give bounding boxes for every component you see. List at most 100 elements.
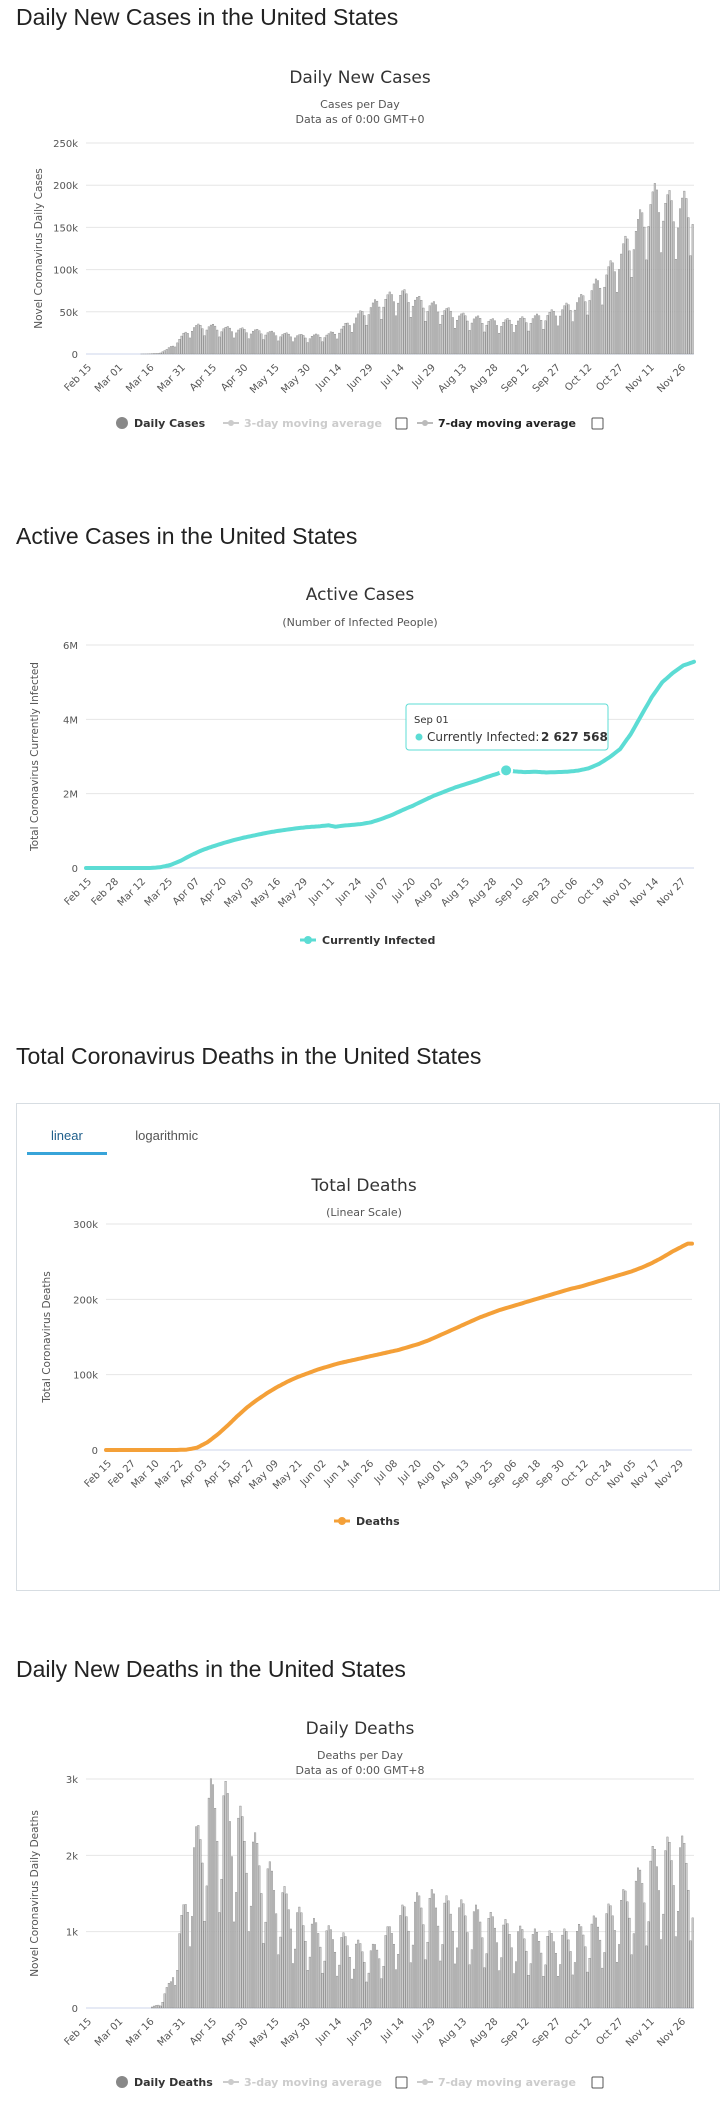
daily-bar	[620, 253, 623, 355]
daily-bar	[397, 1954, 400, 2009]
daily-bar	[681, 197, 684, 355]
daily-bar	[277, 1954, 280, 2009]
daily-bar	[643, 226, 646, 355]
daily-bar	[607, 266, 610, 355]
daily-bar	[691, 1917, 694, 2009]
series-line	[104, 1241, 694, 1452]
daily-bar	[331, 331, 334, 355]
daily-bar	[226, 326, 229, 355]
tab-linear[interactable]: linear	[27, 1120, 107, 1155]
daily-bar	[390, 294, 393, 355]
daily-bar	[418, 1895, 421, 2009]
daily-bar	[557, 325, 560, 355]
x-tick-label: Apr 30	[219, 2016, 250, 2047]
chart-subtitle: (Number of Infected People)	[282, 616, 437, 629]
daily-bar	[645, 1945, 648, 2009]
scale-tabs: linear logarithmic	[27, 1120, 222, 1155]
daily-bar	[508, 319, 511, 355]
daily-bar	[628, 250, 631, 355]
daily-bar	[548, 312, 551, 355]
daily-bar	[243, 329, 246, 355]
daily-bar	[527, 1975, 530, 2009]
daily-bar	[371, 1943, 374, 2009]
daily-bar	[567, 1939, 570, 2009]
x-tick-label: Apr 15	[188, 2016, 219, 2047]
daily-bar	[597, 1926, 600, 2009]
daily-bar	[226, 1793, 229, 2009]
daily-bar	[230, 331, 233, 355]
daily-bar	[359, 310, 362, 355]
daily-bar	[601, 304, 604, 355]
daily-bar	[487, 321, 490, 355]
daily-bar	[515, 1961, 517, 2009]
daily-bar	[683, 1843, 686, 2009]
daily-bar	[241, 327, 244, 355]
daily-bar	[468, 1964, 471, 2009]
x-tick-label: Feb 15	[63, 876, 95, 908]
daily-bar	[578, 297, 581, 355]
chart-subtitle: (Linear Scale)	[326, 1206, 402, 1219]
daily-bar	[230, 1856, 233, 2009]
daily-bar	[611, 262, 614, 355]
daily-bar	[155, 353, 158, 355]
chart-subtitle: Deaths per Day	[317, 1749, 403, 1762]
tab-logarithmic[interactable]: logarithmic	[135, 1128, 199, 1143]
daily-bar	[674, 259, 677, 355]
y-tick-label: 6M	[63, 641, 78, 652]
daily-bar	[439, 1960, 442, 2009]
daily-bar	[641, 212, 644, 355]
daily-bar	[460, 1899, 463, 2009]
daily-bar	[544, 320, 547, 355]
daily-bar	[424, 321, 427, 355]
daily-bar	[487, 1918, 490, 2009]
x-tick-label: Sep 27	[531, 2016, 563, 2048]
y-tick-label: 1k	[66, 1928, 78, 1939]
daily-bar	[624, 235, 627, 355]
daily-bar	[573, 309, 576, 355]
daily-bar	[609, 260, 612, 355]
daily-bar	[628, 1917, 631, 2009]
y-tick-label: 250k	[53, 139, 78, 150]
daily-bar	[233, 1921, 236, 2009]
daily-bar	[689, 1940, 692, 2009]
daily-bar	[664, 203, 667, 355]
daily-bar	[439, 323, 442, 355]
daily-bar	[317, 1933, 320, 2009]
x-tick-label: Sep 23	[521, 876, 553, 908]
daily-bar	[451, 1930, 454, 2009]
daily-bar	[285, 332, 288, 355]
x-tick-label: Mar 16	[124, 2016, 156, 2048]
x-tick-label: Jun 11	[306, 876, 337, 907]
daily-bar	[199, 1839, 202, 2009]
daily-bar	[424, 1959, 427, 2009]
daily-bar	[361, 1951, 364, 2009]
x-tick-label: Jul 29	[410, 362, 438, 390]
daily-bar	[186, 333, 189, 355]
daily-bar	[178, 1933, 181, 2009]
y-tick-label: 0	[72, 864, 78, 875]
daily-bar	[405, 1916, 408, 2009]
x-tick-label: Aug 13	[436, 2016, 469, 2049]
daily-bar	[392, 301, 395, 355]
daily-bar	[254, 329, 257, 355]
daily-bar	[651, 1846, 654, 2009]
daily-bar	[201, 1862, 204, 2009]
daily-bar	[241, 1816, 244, 2009]
y-tick-label: 4M	[63, 715, 78, 726]
daily-bar	[193, 1847, 196, 2009]
daily-bar	[622, 1889, 625, 2009]
daily-bar	[176, 1970, 179, 2009]
daily-bar	[672, 221, 675, 355]
daily-bar	[161, 351, 164, 355]
daily-bar	[432, 1893, 435, 2009]
daily-bar	[475, 316, 477, 355]
x-tick-label: Jul 14	[378, 2016, 406, 2044]
daily-bar	[279, 336, 282, 355]
daily-bar	[529, 323, 532, 355]
daily-bar	[605, 1913, 608, 2009]
y-axis-label: Total Coronavirus Currently Infected	[29, 662, 41, 852]
legend-label: 7-day moving average	[438, 417, 576, 430]
x-tick-label: Aug 28	[468, 362, 501, 395]
daily-bar	[378, 306, 381, 355]
legend-label: 3-day moving average	[244, 2076, 382, 2089]
